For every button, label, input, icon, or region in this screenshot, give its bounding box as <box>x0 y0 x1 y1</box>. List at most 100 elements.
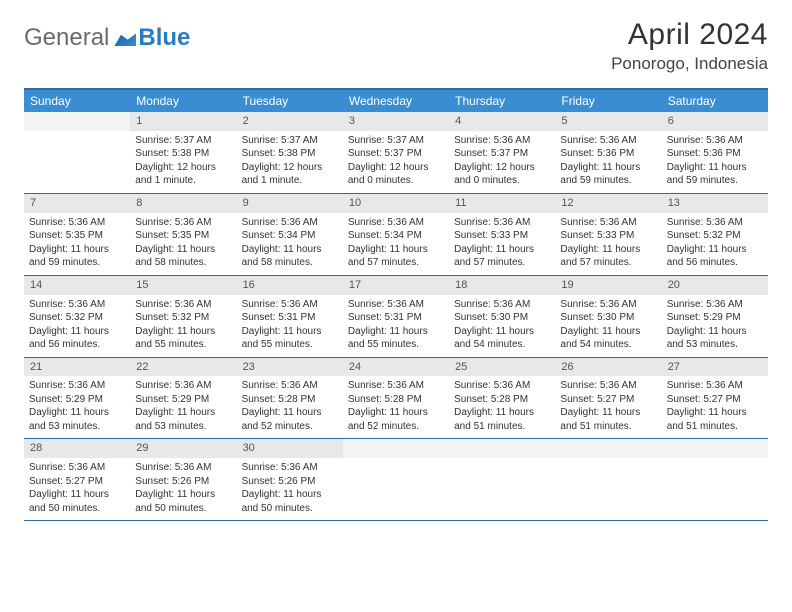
sunrise-line: Sunrise: 5:36 AM <box>667 298 763 312</box>
day-number: 17 <box>343 276 449 295</box>
sunset-line: Sunset: 5:35 PM <box>135 229 231 243</box>
daylight-line: Daylight: 11 hours and 55 minutes. <box>348 325 444 352</box>
daylight-line: Daylight: 11 hours and 58 minutes. <box>135 243 231 270</box>
daylight-line: Daylight: 12 hours and 0 minutes. <box>454 161 550 188</box>
sunset-line: Sunset: 5:32 PM <box>29 311 125 325</box>
daylight-line: Daylight: 11 hours and 58 minutes. <box>242 243 338 270</box>
calendar-day: 30Sunrise: 5:36 AMSunset: 5:26 PMDayligh… <box>237 439 343 520</box>
calendar-week: 1Sunrise: 5:37 AMSunset: 5:38 PMDaylight… <box>24 112 768 194</box>
calendar-day: 1Sunrise: 5:37 AMSunset: 5:38 PMDaylight… <box>130 112 236 193</box>
calendar-day: 25Sunrise: 5:36 AMSunset: 5:28 PMDayligh… <box>449 358 555 439</box>
day-number: 10 <box>343 194 449 213</box>
calendar-week: 7Sunrise: 5:36 AMSunset: 5:35 PMDaylight… <box>24 194 768 276</box>
title-block: April 2024 Ponorogo, Indonesia <box>611 18 768 74</box>
day-number: 11 <box>449 194 555 213</box>
weekday-saturday: Saturday <box>662 90 768 112</box>
calendar-day: 2Sunrise: 5:37 AMSunset: 5:38 PMDaylight… <box>237 112 343 193</box>
calendar-day: 27Sunrise: 5:36 AMSunset: 5:27 PMDayligh… <box>662 358 768 439</box>
sunset-line: Sunset: 5:27 PM <box>560 393 656 407</box>
sunrise-line: Sunrise: 5:36 AM <box>667 216 763 230</box>
daylight-line: Daylight: 11 hours and 52 minutes. <box>348 406 444 433</box>
day-number: 4 <box>449 112 555 131</box>
sunrise-line: Sunrise: 5:36 AM <box>454 298 550 312</box>
weekday-monday: Monday <box>130 90 236 112</box>
day-number: 20 <box>662 276 768 295</box>
day-body: Sunrise: 5:36 AMSunset: 5:29 PMDaylight:… <box>130 376 236 438</box>
daylight-line: Daylight: 11 hours and 57 minutes. <box>560 243 656 270</box>
calendar-day: 28Sunrise: 5:36 AMSunset: 5:27 PMDayligh… <box>24 439 130 520</box>
calendar-day: 16Sunrise: 5:36 AMSunset: 5:31 PMDayligh… <box>237 276 343 357</box>
day-body <box>449 458 555 466</box>
sunset-line: Sunset: 5:36 PM <box>560 147 656 161</box>
day-body: Sunrise: 5:36 AMSunset: 5:32 PMDaylight:… <box>130 295 236 357</box>
daylight-line: Daylight: 11 hours and 59 minutes. <box>667 161 763 188</box>
day-body: Sunrise: 5:36 AMSunset: 5:27 PMDaylight:… <box>24 458 130 520</box>
day-number: 8 <box>130 194 236 213</box>
day-body: Sunrise: 5:36 AMSunset: 5:27 PMDaylight:… <box>555 376 661 438</box>
sunrise-line: Sunrise: 5:36 AM <box>242 216 338 230</box>
sunset-line: Sunset: 5:29 PM <box>135 393 231 407</box>
calendar-day: 18Sunrise: 5:36 AMSunset: 5:30 PMDayligh… <box>449 276 555 357</box>
daylight-line: Daylight: 11 hours and 59 minutes. <box>560 161 656 188</box>
sunrise-line: Sunrise: 5:36 AM <box>135 298 231 312</box>
sunrise-line: Sunrise: 5:36 AM <box>135 216 231 230</box>
calendar-week: 21Sunrise: 5:36 AMSunset: 5:29 PMDayligh… <box>24 358 768 440</box>
daylight-line: Daylight: 11 hours and 54 minutes. <box>560 325 656 352</box>
weekday-tuesday: Tuesday <box>237 90 343 112</box>
day-body: Sunrise: 5:36 AMSunset: 5:36 PMDaylight:… <box>662 131 768 193</box>
day-number: 30 <box>237 439 343 458</box>
sunrise-line: Sunrise: 5:37 AM <box>135 134 231 148</box>
sunset-line: Sunset: 5:38 PM <box>242 147 338 161</box>
sunset-line: Sunset: 5:33 PM <box>560 229 656 243</box>
day-body: Sunrise: 5:36 AMSunset: 5:30 PMDaylight:… <box>555 295 661 357</box>
calendar-day: 5Sunrise: 5:36 AMSunset: 5:36 PMDaylight… <box>555 112 661 193</box>
logo-icon <box>114 30 136 46</box>
day-number <box>24 112 130 131</box>
daylight-line: Daylight: 11 hours and 53 minutes. <box>667 325 763 352</box>
day-body: Sunrise: 5:36 AMSunset: 5:33 PMDaylight:… <box>449 213 555 275</box>
day-number: 14 <box>24 276 130 295</box>
day-number: 26 <box>555 358 661 377</box>
sunrise-line: Sunrise: 5:36 AM <box>667 379 763 393</box>
calendar-day: 17Sunrise: 5:36 AMSunset: 5:31 PMDayligh… <box>343 276 449 357</box>
calendar-day: 6Sunrise: 5:36 AMSunset: 5:36 PMDaylight… <box>662 112 768 193</box>
calendar-day: 14Sunrise: 5:36 AMSunset: 5:32 PMDayligh… <box>24 276 130 357</box>
sunset-line: Sunset: 5:34 PM <box>348 229 444 243</box>
sunrise-line: Sunrise: 5:36 AM <box>242 461 338 475</box>
day-number: 25 <box>449 358 555 377</box>
sunset-line: Sunset: 5:37 PM <box>348 147 444 161</box>
day-body: Sunrise: 5:37 AMSunset: 5:37 PMDaylight:… <box>343 131 449 193</box>
day-number <box>555 439 661 458</box>
weekday-friday: Friday <box>555 90 661 112</box>
sunrise-line: Sunrise: 5:36 AM <box>29 461 125 475</box>
daylight-line: Daylight: 12 hours and 1 minute. <box>242 161 338 188</box>
header: General Blue April 2024 Ponorogo, Indone… <box>24 18 768 74</box>
day-body: Sunrise: 5:36 AMSunset: 5:36 PMDaylight:… <box>555 131 661 193</box>
daylight-line: Daylight: 12 hours and 1 minute. <box>135 161 231 188</box>
calendar-weeks: 1Sunrise: 5:37 AMSunset: 5:38 PMDaylight… <box>24 112 768 521</box>
day-number: 7 <box>24 194 130 213</box>
day-number: 21 <box>24 358 130 377</box>
sunrise-line: Sunrise: 5:36 AM <box>560 379 656 393</box>
daylight-line: Daylight: 11 hours and 57 minutes. <box>348 243 444 270</box>
daylight-line: Daylight: 11 hours and 55 minutes. <box>242 325 338 352</box>
day-number: 23 <box>237 358 343 377</box>
sunrise-line: Sunrise: 5:36 AM <box>29 216 125 230</box>
daylight-line: Daylight: 11 hours and 50 minutes. <box>242 488 338 515</box>
sunrise-line: Sunrise: 5:36 AM <box>454 134 550 148</box>
sunset-line: Sunset: 5:32 PM <box>135 311 231 325</box>
day-body: Sunrise: 5:36 AMSunset: 5:34 PMDaylight:… <box>343 213 449 275</box>
daylight-line: Daylight: 11 hours and 56 minutes. <box>29 325 125 352</box>
calendar-day: 24Sunrise: 5:36 AMSunset: 5:28 PMDayligh… <box>343 358 449 439</box>
day-number: 22 <box>130 358 236 377</box>
sunset-line: Sunset: 5:28 PM <box>454 393 550 407</box>
sunset-line: Sunset: 5:38 PM <box>135 147 231 161</box>
sunset-line: Sunset: 5:28 PM <box>348 393 444 407</box>
calendar-day: 21Sunrise: 5:36 AMSunset: 5:29 PMDayligh… <box>24 358 130 439</box>
logo-text-blue: Blue <box>138 24 190 52</box>
day-body: Sunrise: 5:36 AMSunset: 5:29 PMDaylight:… <box>662 295 768 357</box>
day-body: Sunrise: 5:36 AMSunset: 5:27 PMDaylight:… <box>662 376 768 438</box>
weekday-sunday: Sunday <box>24 90 130 112</box>
calendar-day: 7Sunrise: 5:36 AMSunset: 5:35 PMDaylight… <box>24 194 130 275</box>
page-title: April 2024 <box>611 18 768 52</box>
